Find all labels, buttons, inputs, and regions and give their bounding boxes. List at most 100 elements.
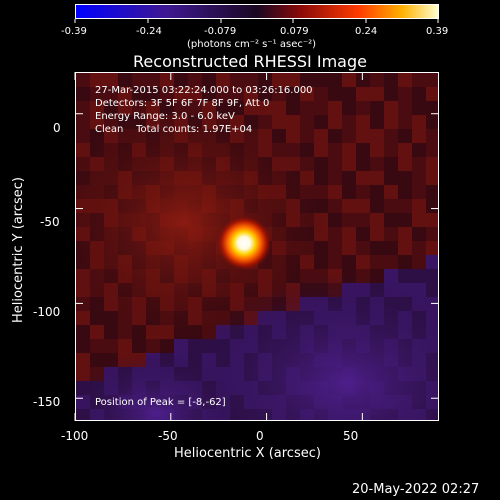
image-pixel [426,129,438,143]
image-pixel [426,101,438,115]
image-pixel [328,87,342,101]
image-pixel [356,101,370,115]
image-pixel [104,101,118,115]
image-pixel [426,171,438,185]
image-pixel [370,143,384,157]
image-pixel [370,213,384,227]
image-pixel [258,73,272,87]
image-pixel [384,213,398,227]
image-pixel [328,227,342,241]
image-pixel [370,129,384,143]
image-pixel [356,143,370,157]
colorbar-tick-label: -0.079 [204,26,237,37]
image-pixel [272,87,286,101]
image-pixel [398,269,412,283]
image-pixel [370,101,384,115]
colorbar-tick-label: -0.39 [61,26,87,37]
image-pixel [384,199,398,213]
image-pixel [384,185,398,199]
image-pixel [426,87,438,101]
image-pixel [90,87,104,101]
image-pixel [356,255,370,269]
detectors-annotation: Detectors: 3F 5F 6F 7F 8F 9F, Att 0 [95,98,270,109]
clean-counts-annotation: Clean Total counts: 1.97E+04 [95,124,253,135]
image-pixel [412,255,426,269]
image-pixel [328,115,342,129]
x-axis-label: Heliocentric X (arcsec) [174,446,321,461]
image-pixel [412,199,426,213]
image-pixel [426,213,438,227]
image-pixel [314,143,328,157]
image-pixel [314,101,328,115]
image-pixel [76,101,90,115]
image-pixel [300,115,314,129]
image-pixel [328,185,342,199]
image-pixel [300,73,314,87]
image-pixel [426,199,438,213]
image-pixel [342,171,356,185]
image-pixel [370,185,384,199]
y-tick-label: -100 [33,305,61,319]
image-pixel [104,325,118,339]
image-pixel [160,87,174,101]
image-pixel [118,101,132,115]
image-pixel [342,227,356,241]
image-pixel [356,241,370,255]
image-pixel [356,199,370,213]
image-pixel [384,241,398,255]
image-pixel [328,171,342,185]
image-pixel [398,185,412,199]
image-pixel [76,115,90,129]
image-pixel [370,73,384,87]
image-pixel [300,143,314,157]
image-pixel [286,129,300,143]
image-pixel [398,213,412,227]
image-pixel [174,73,188,87]
image-pixel [286,101,300,115]
image-pixel [132,73,146,87]
image-pixel [412,115,426,129]
image-pixel [370,199,384,213]
image-pixel [342,129,356,143]
image-pixel [146,339,160,353]
image-pixel [244,87,258,101]
image-pixel [398,255,412,269]
image-pixel [146,87,160,101]
image-pixel [398,87,412,101]
image-pixel [258,101,272,115]
colorbar-tick-label: -0.24 [136,26,162,37]
image-pixel [370,171,384,185]
image-pixel [356,73,370,87]
rhessi-image [76,73,438,420]
image-pixel [370,241,384,255]
image-pixel [90,115,104,129]
image-pixel [384,143,398,157]
image-pixel [104,339,118,353]
footer-date: 20-May-2022 02:27 [352,482,480,497]
image-pixel [342,255,356,269]
image-pixel [328,199,342,213]
image-pixel [342,115,356,129]
image-pixel [398,157,412,171]
image-pixel [300,87,314,101]
image-pixel [118,87,132,101]
image-pixel [370,87,384,101]
image-pixel [286,87,300,101]
x-tick-label: 0 [256,429,264,443]
image-pixel [216,73,230,87]
image-pixel [286,115,300,129]
image-pixel [426,73,438,87]
image-pixel [76,87,90,101]
image-pixel [398,73,412,87]
image-pixel [300,129,314,143]
image-pixel [356,213,370,227]
colorbar-tick-label: 0.079 [280,26,309,37]
image-pixel [426,269,438,283]
x-tick-label: -100 [61,429,89,443]
colorbar-tick-label: 0.24 [355,26,378,37]
image-pixel [412,171,426,185]
image-pixel [314,73,328,87]
image-pixel [90,325,104,339]
image-pixel [342,241,356,255]
peak-source [216,215,272,271]
